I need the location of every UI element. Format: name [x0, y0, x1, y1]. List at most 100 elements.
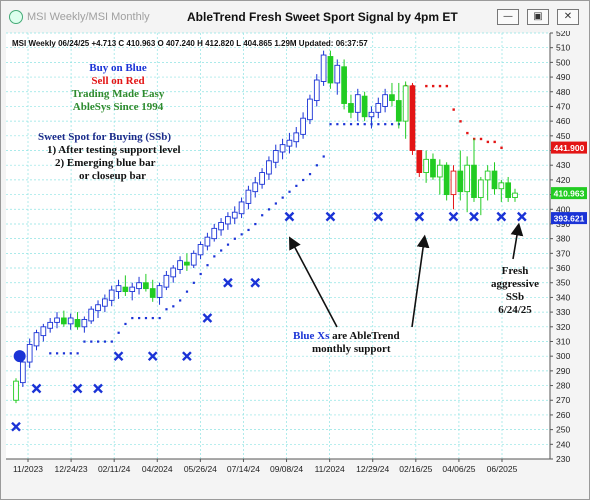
candle-body — [47, 321, 54, 329]
x-tick-label: 09/08/24 — [270, 464, 303, 474]
price-chart[interactable]: 11/2023 12/24/23 02/11/24 04/2024 05/26/24 07… — [1, 31, 589, 499]
support-dot — [158, 316, 161, 320]
candle-body — [402, 85, 409, 122]
candle-body — [416, 150, 423, 174]
candle-body — [266, 160, 272, 175]
x-tick-label: 11/2023 — [13, 464, 43, 474]
candle-body — [40, 326, 47, 337]
support-dot — [329, 123, 332, 126]
candle-body — [361, 95, 368, 118]
support-x-stroke — [11, 421, 21, 432]
price-tag-label: 441.900 — [554, 143, 585, 153]
candle-body — [457, 170, 464, 193]
candle-body — [375, 103, 382, 113]
candle-body — [74, 318, 81, 328]
x-tick-label: 12/29/24 — [356, 464, 389, 474]
support-x-stroke — [250, 277, 261, 288]
support-dot — [83, 340, 86, 343]
candle-body — [395, 100, 402, 122]
candle-body — [122, 286, 129, 292]
y-tick-label: 470 — [556, 101, 570, 111]
candle-body — [54, 317, 60, 323]
candle-body — [225, 216, 231, 225]
support-dot — [124, 322, 127, 326]
legend-sell: Sell on Red — [91, 75, 144, 87]
candles — [13, 50, 518, 404]
y-axis-ticks: 230 240 250 260 270 280 290 300 310 320 330 340 350 3… — [550, 31, 570, 464]
support-dot — [390, 123, 394, 126]
sweet-spot-title: Sweet Spot for Buying (SSb) — [38, 131, 171, 143]
resistance-dot — [500, 146, 503, 149]
x-tick-label: 05/26/24 — [184, 464, 217, 474]
candle-body — [313, 79, 320, 102]
support-dot — [281, 196, 284, 199]
support-dot — [49, 352, 52, 355]
support-dot — [199, 272, 202, 276]
support-x-stroke — [72, 383, 83, 394]
support-dot — [172, 305, 175, 308]
candle-body — [354, 94, 361, 113]
candle-body — [26, 343, 33, 363]
minimize-button[interactable]: — — [497, 9, 519, 25]
candle-body — [382, 94, 388, 107]
sweet-spot-line3: or closeup bar — [79, 170, 146, 182]
support-x-stroke — [284, 211, 295, 222]
candle-body — [464, 164, 471, 193]
support-dot — [90, 340, 93, 343]
candle-body — [436, 164, 443, 178]
candle-body — [156, 285, 163, 298]
candle-body — [81, 318, 88, 328]
support-dot — [131, 316, 134, 320]
support-dot — [226, 243, 230, 246]
candle-body — [13, 380, 19, 401]
y-tick-label: 360 — [556, 263, 570, 273]
candle-body — [163, 274, 170, 288]
candle-body — [286, 139, 293, 147]
support-dot — [308, 173, 312, 176]
support-x-stroke — [448, 211, 459, 222]
support-dot — [377, 123, 380, 126]
candle-body — [430, 158, 436, 178]
candle-body — [252, 182, 259, 193]
support-dot — [384, 123, 387, 126]
window-tabs-label[interactable]: MSI Weekly/MSI Monthly — [27, 11, 150, 23]
fresh-note-line4: 6/24/25 — [498, 304, 532, 316]
y-tick-label: 250 — [556, 425, 570, 435]
candle-body — [334, 64, 341, 84]
maximize-button[interactable]: ▣ — [527, 9, 549, 25]
support-dot — [288, 190, 291, 193]
support-dot — [315, 164, 318, 167]
support-x-stroke — [496, 211, 507, 222]
support-x-stroke — [93, 383, 103, 394]
chart-info-line: MSI Weekly 06/24/25 +4.713 C 410.963 O 4… — [12, 39, 368, 48]
candle-body — [450, 170, 457, 196]
close-button[interactable]: ✕ — [557, 9, 579, 25]
candle-body — [95, 304, 101, 312]
candle-body — [170, 267, 177, 278]
arrow-to-support-right — [411, 234, 430, 328]
support-dot — [349, 123, 353, 126]
support-dot — [103, 340, 107, 343]
candle-body — [471, 164, 477, 198]
candle-body — [443, 164, 450, 196]
candle-body — [238, 201, 245, 215]
resistance-dot — [438, 84, 442, 88]
support-dot — [363, 123, 366, 126]
candle-body — [327, 56, 334, 84]
candle-body — [512, 192, 518, 198]
x-tick-label: 06/2025 — [487, 464, 518, 474]
y-tick-label: 460 — [556, 116, 570, 126]
legend-since: AbleSys Since 1994 — [73, 101, 164, 113]
support-dot — [274, 202, 277, 205]
support-x-markers — [11, 211, 527, 432]
y-tick-label: 270 — [556, 395, 570, 405]
candle-body — [108, 289, 115, 301]
support-dot — [220, 249, 223, 252]
support-dot — [138, 316, 141, 320]
candle-body — [409, 85, 416, 151]
y-tick-label: 400 — [556, 204, 570, 214]
y-tick-label: 280 — [556, 381, 570, 391]
support-dot — [247, 228, 250, 232]
support-note-line1: Blue Xs are AbleTrend — [293, 330, 400, 342]
candle-body — [491, 170, 498, 190]
